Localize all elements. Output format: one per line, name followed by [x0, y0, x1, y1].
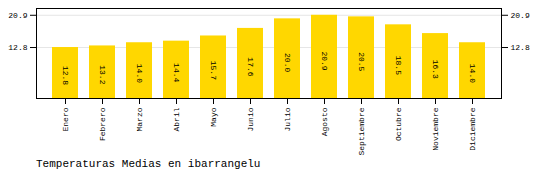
svg-text:16.3: 16.3 [431, 60, 440, 79]
svg-text:20.9: 20.9 [511, 11, 530, 20]
svg-text:12.8: 12.8 [511, 43, 530, 52]
svg-text:12.8: 12.8 [8, 43, 27, 52]
svg-text:Septiembre: Septiembre [357, 107, 366, 155]
svg-text:Enero: Enero [61, 107, 70, 131]
svg-text:Diciembre: Diciembre [468, 107, 477, 150]
svg-text:20.0: 20.0 [283, 53, 292, 72]
svg-text:Junio: Junio [246, 107, 255, 131]
svg-text:Julio: Julio [283, 107, 292, 131]
svg-text:17.6: 17.6 [246, 57, 255, 76]
svg-text:Noviembre: Noviembre [431, 107, 440, 150]
svg-text:20.5: 20.5 [357, 52, 366, 71]
svg-text:Marzo: Marzo [135, 107, 144, 131]
svg-text:15.7: 15.7 [209, 61, 218, 80]
svg-text:14.0: 14.0 [135, 64, 144, 83]
svg-text:14.4: 14.4 [172, 63, 181, 82]
svg-text:13.2: 13.2 [98, 65, 107, 84]
svg-text:20.9: 20.9 [320, 51, 329, 70]
svg-text:18.5: 18.5 [394, 56, 403, 75]
svg-text:14.0: 14.0 [468, 64, 477, 83]
svg-text:12.8: 12.8 [61, 66, 70, 85]
svg-text:Mayo: Mayo [209, 107, 218, 126]
svg-text:Agosto: Agosto [320, 107, 329, 136]
svg-text:Febrero: Febrero [98, 107, 107, 141]
svg-text:Abril: Abril [172, 107, 181, 131]
svg-text:20.9: 20.9 [8, 11, 27, 20]
svg-text:Octubre: Octubre [394, 107, 403, 141]
html-text:Temperaturas Medias en ibarran: Temperaturas Medias en ibarrangelu [36, 158, 261, 170]
